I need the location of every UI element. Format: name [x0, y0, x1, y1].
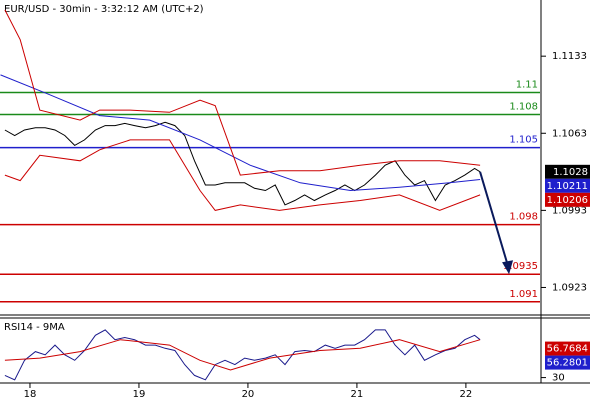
level-label: 1.108 [509, 102, 538, 113]
last-value-badge [545, 178, 590, 193]
last-value-badge [545, 341, 590, 356]
series-line [4, 139, 481, 211]
level-label: 1.105 [509, 135, 538, 146]
last-value-badge [545, 164, 590, 179]
last-value-label: 1.1028 [553, 167, 588, 178]
projection-arrow [479, 171, 510, 267]
level-label: 1.098 [509, 212, 538, 223]
y-tick-label: 1.0993 [552, 205, 587, 216]
level-label: 1.0935 [503, 261, 538, 272]
panel-title: RSI14 - 9MA [4, 322, 65, 333]
last-value-label: 56.2801 [547, 358, 588, 369]
level-label: 1.11 [516, 80, 538, 91]
chart-title: EUR/USD - 30min - 3:32:12 AM (UTC+2) [4, 4, 204, 15]
series-line [0, 74, 481, 192]
x-tick-label: 21 [351, 389, 364, 400]
y-tick-label: 1.1063 [552, 128, 587, 139]
x-tick-label: 18 [24, 389, 37, 400]
x-tick-label: 19 [133, 389, 146, 400]
arrow-head [502, 260, 514, 275]
series-line [4, 9, 481, 176]
last-value-label: 56.7684 [547, 344, 588, 355]
last-value-badge [545, 192, 590, 207]
series-line [4, 339, 481, 371]
level-label: 1.091 [509, 289, 538, 300]
x-tick-label: 22 [460, 389, 473, 400]
y-tick-label: 1.1133 [552, 51, 587, 62]
last-value-label: 1.10211 [547, 181, 588, 192]
last-value-badge [545, 355, 590, 370]
series-line [4, 121, 481, 206]
x-tick-label: 20 [242, 389, 255, 400]
y-tick-label: 30 [552, 373, 565, 384]
y-tick-label: 1.0923 [552, 282, 587, 293]
last-value-label: 1.10206 [547, 195, 588, 206]
